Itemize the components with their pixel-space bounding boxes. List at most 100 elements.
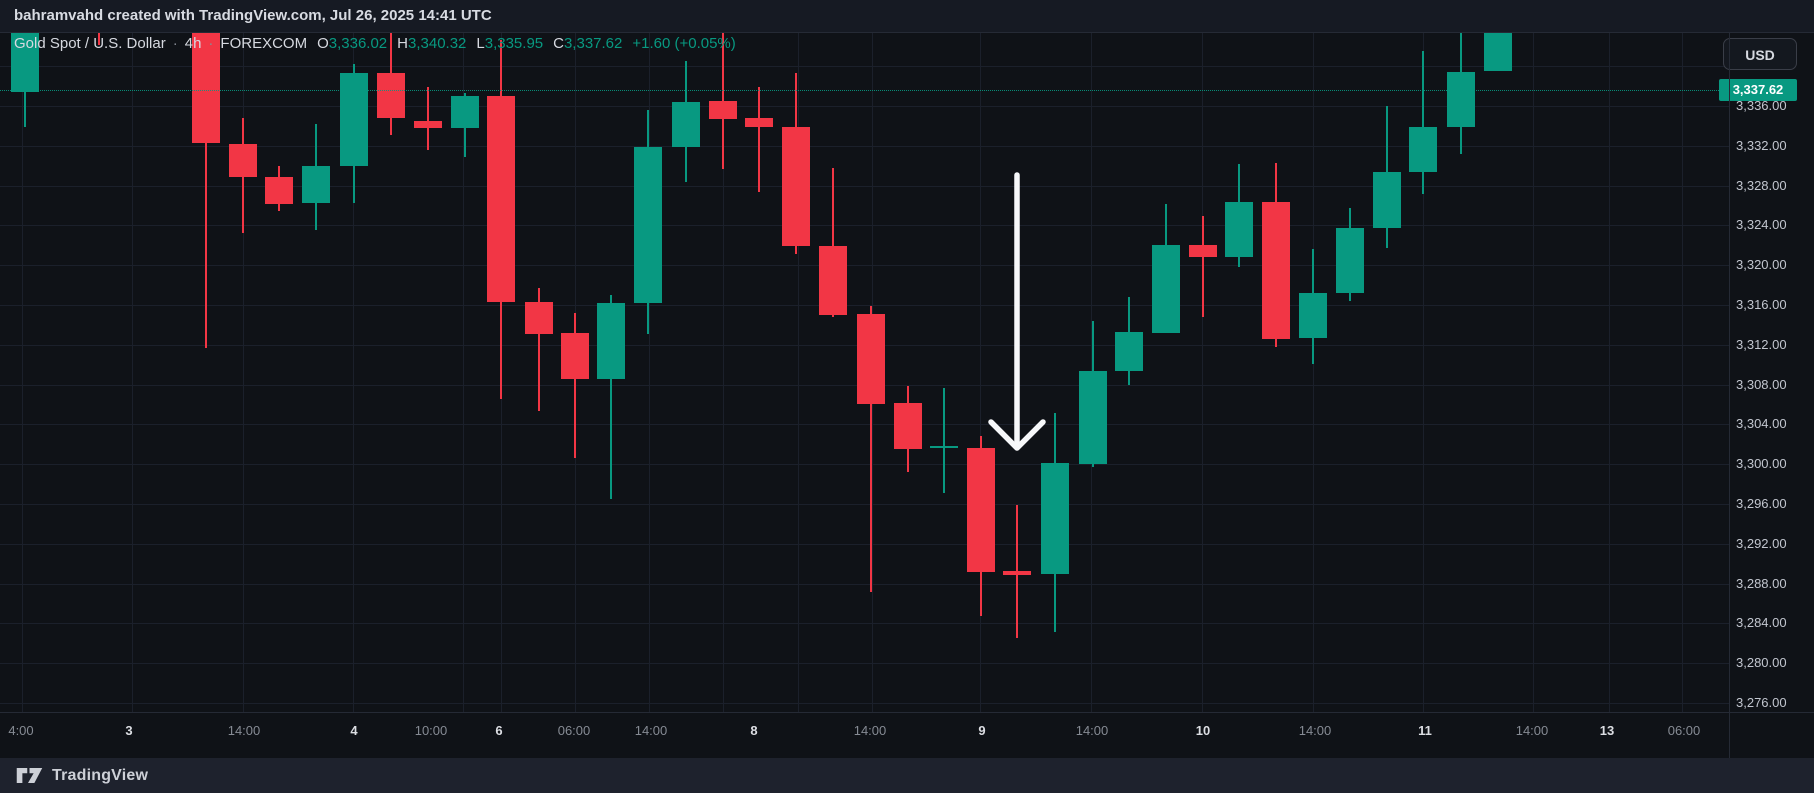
candle-body [782,126,810,247]
candle-wick [538,288,540,412]
time-tick-label: 10:00 [414,723,448,738]
candle-body [1446,72,1475,127]
time-tick-label: 14:00 [634,723,668,738]
grid-line-v [1202,32,1203,712]
price-tick-label: 3,316.00 [1736,297,1787,312]
price-tick-label: 3,296.00 [1736,496,1787,511]
candle-body [966,448,995,572]
candle-body [819,246,847,315]
grid-line-v [980,32,981,712]
legend-separator: · [208,35,214,52]
candle-body [265,176,293,205]
attribution-text: bahramvahd created with TradingView.com,… [14,7,492,24]
price-tick-label: 3,300.00 [1736,456,1787,472]
price-tick-label: 3,284.00 [1736,615,1787,631]
low-value: 3,335.95 [484,35,544,52]
change-value: +1.60 (+0.05%) [632,35,736,52]
candle-body [413,120,442,128]
chart-legend[interactable]: Gold Spot / U.S. Dollar · 4h · FOREXCOM O3,33… [14,35,736,57]
tradingview-logo-icon[interactable] [16,767,43,784]
time-axis[interactable]: 4:00 3 14:00 4 10:00 6 06:00 14:00 8 14:00 9 14:00 1… [0,712,1729,758]
price-tick-label: 3,332.00 [1736,137,1787,153]
candle-wick [832,167,834,317]
candle-wick [721,32,724,169]
candle-wick [610,295,613,499]
close-label: C [553,35,564,52]
price-tick-label: 3,288.00 [1736,575,1787,591]
time-tick-label: 4:00 [8,723,34,738]
open-value: 3,336.02 [328,35,388,52]
candle-body [1225,201,1253,258]
time-tick-label: 3 [125,723,133,738]
grid-line-v [132,32,133,712]
candle-body [745,117,773,127]
interval-label: 4h [184,35,202,52]
candle-body [857,314,885,404]
candle-body [1335,228,1364,294]
grid-line-v [353,32,354,712]
currency-button[interactable]: USD [1723,38,1797,70]
candle-body [1298,293,1327,338]
candle-body [930,446,958,449]
grid-line-v [798,32,799,712]
price-tick-label: 3,308.00 [1736,376,1787,392]
grid-line-v [1313,32,1314,712]
candle-wick [1422,51,1425,194]
price-tick-label: 3,336.00 [1736,98,1787,113]
attribution-bar: bahramvahd created with TradingView.com,… [0,0,1814,32]
exchange-label: FOREXCOM [220,35,308,52]
candle-wick [758,87,760,192]
candle-body [192,32,220,143]
grid-line-v [1533,32,1534,712]
open-label: O [317,35,329,52]
candle-body [1188,245,1217,258]
pane-top-border [0,32,1814,33]
candle-body [1483,32,1512,72]
candle-wick [573,313,576,459]
grid-line-v [1423,32,1424,712]
grid-line-h [0,424,1729,426]
time-tick-label: 14:00 [853,723,887,738]
time-tick-label: 13 [1599,723,1615,738]
price-tick-label: 3,312.00 [1736,336,1787,352]
candle-body [560,332,589,379]
price-axis[interactable]: USD 3,337.62 3,336.00 3,332.00 3,328.00 3,3… [1719,32,1814,758]
price-axis-border [1729,32,1730,758]
price-tick-label: 3,320.00 [1736,257,1787,273]
time-tick-label: 4 [350,723,358,738]
grid-line-v [1609,32,1610,712]
grid-line-h [0,703,1729,704]
down-arrow-annotation [988,172,1046,451]
time-tick-label: 06:00 [1667,723,1701,738]
price-tick-label: 3,292.00 [1736,535,1787,551]
footer-bar: TradingView [0,758,1814,793]
candle-body [1003,570,1031,575]
close-value: 3,337.62 [563,35,623,52]
grid-line-h [0,265,1729,267]
grid-line-h [0,583,1729,585]
current-price-line [0,89,1729,91]
last-price-badge: 3,337.62 [1719,78,1797,101]
candle-body [708,101,737,119]
brand-name[interactable]: TradingView [52,766,149,784]
candle-wick [426,87,429,150]
grid-line-h [0,145,1729,147]
candle-body [302,165,330,204]
chart-pane[interactable]: Gold Spot / U.S. Dollar · 4h · FOREXCOM O3,33… [0,32,1729,712]
candle-wick [205,32,207,348]
grid-line-h [0,305,1729,306]
time-tick-label: 6 [495,723,503,738]
price-tick-label: 3,324.00 [1736,217,1787,233]
time-tick-label: 06:00 [557,723,591,738]
time-axis-border [0,712,1814,713]
grid-line-h [0,106,1729,107]
candle-body [597,303,626,379]
grid-line-v [463,32,464,712]
candle-body [1115,331,1143,371]
candle-body [1040,463,1069,574]
grid-line-v [243,32,244,712]
grid-line-h [0,504,1729,505]
candle-body [487,96,515,302]
price-tick-label: 3,328.00 [1736,177,1787,193]
